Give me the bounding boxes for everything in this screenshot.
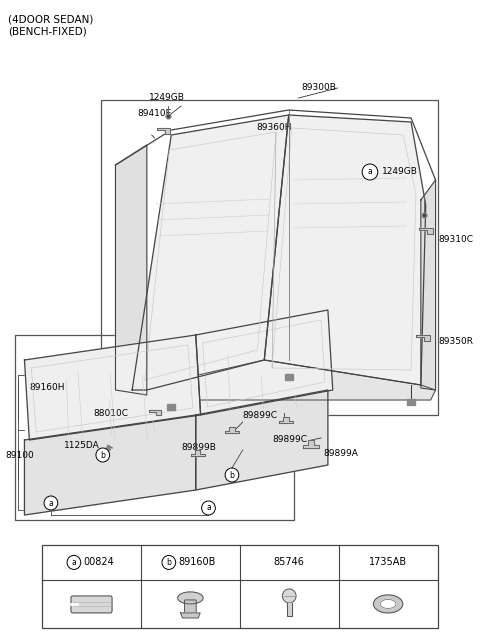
Polygon shape: [279, 417, 293, 423]
Text: a: a: [206, 503, 211, 512]
Polygon shape: [225, 427, 239, 433]
Text: 1249GB: 1249GB: [382, 167, 418, 176]
Text: a: a: [72, 558, 76, 567]
Polygon shape: [156, 128, 170, 134]
Polygon shape: [132, 115, 289, 390]
Text: 85746: 85746: [274, 557, 305, 567]
Text: 89899C: 89899C: [243, 410, 278, 419]
Text: b: b: [229, 471, 234, 480]
Polygon shape: [168, 404, 175, 410]
Bar: [42, 545, 437, 628]
Text: 89899A: 89899A: [323, 449, 358, 458]
Text: 89160H: 89160H: [29, 383, 65, 392]
Text: 89350R: 89350R: [439, 338, 473, 347]
Text: 89899C: 89899C: [272, 435, 307, 444]
Text: (4DOOR SEDAN): (4DOOR SEDAN): [8, 14, 93, 24]
Polygon shape: [285, 374, 293, 380]
Circle shape: [67, 556, 81, 570]
Polygon shape: [149, 410, 160, 415]
Text: 89410E: 89410E: [137, 109, 171, 118]
Text: 00824: 00824: [84, 557, 114, 567]
Polygon shape: [407, 399, 415, 405]
Text: a: a: [368, 167, 372, 176]
Text: 89899B: 89899B: [181, 442, 216, 451]
Polygon shape: [24, 335, 201, 440]
Polygon shape: [132, 360, 435, 400]
Bar: [101, 100, 439, 415]
Text: 1125DA: 1125DA: [64, 440, 99, 449]
Polygon shape: [180, 613, 200, 618]
FancyBboxPatch shape: [184, 600, 196, 617]
FancyBboxPatch shape: [71, 596, 112, 613]
Polygon shape: [196, 310, 333, 415]
Ellipse shape: [373, 595, 403, 613]
Polygon shape: [419, 228, 432, 233]
Text: 89160B: 89160B: [179, 557, 216, 567]
Polygon shape: [116, 145, 147, 395]
Circle shape: [44, 496, 58, 510]
Circle shape: [202, 501, 216, 515]
Polygon shape: [303, 440, 319, 448]
Circle shape: [362, 164, 378, 180]
Polygon shape: [416, 335, 430, 341]
Text: b: b: [167, 558, 171, 567]
Text: 89360H: 89360H: [256, 123, 292, 132]
Polygon shape: [264, 115, 426, 385]
Polygon shape: [421, 180, 435, 390]
Ellipse shape: [178, 592, 203, 604]
Text: 89310C: 89310C: [439, 235, 473, 244]
Text: 1735AB: 1735AB: [369, 557, 407, 567]
Circle shape: [282, 589, 296, 603]
Text: 1249GB: 1249GB: [149, 93, 185, 102]
Polygon shape: [191, 450, 204, 457]
Polygon shape: [24, 415, 196, 515]
Text: 89100: 89100: [5, 451, 34, 460]
Text: b: b: [100, 451, 105, 460]
Bar: [15, 335, 294, 520]
Text: 89300B: 89300B: [301, 84, 336, 93]
Circle shape: [96, 448, 109, 462]
Text: (BENCH-FIXED): (BENCH-FIXED): [8, 27, 86, 37]
Polygon shape: [196, 390, 328, 490]
Text: 88010C: 88010C: [93, 408, 128, 417]
Polygon shape: [287, 603, 292, 616]
Circle shape: [162, 556, 176, 570]
Ellipse shape: [380, 599, 396, 608]
Text: a: a: [48, 498, 53, 507]
Circle shape: [225, 468, 239, 482]
